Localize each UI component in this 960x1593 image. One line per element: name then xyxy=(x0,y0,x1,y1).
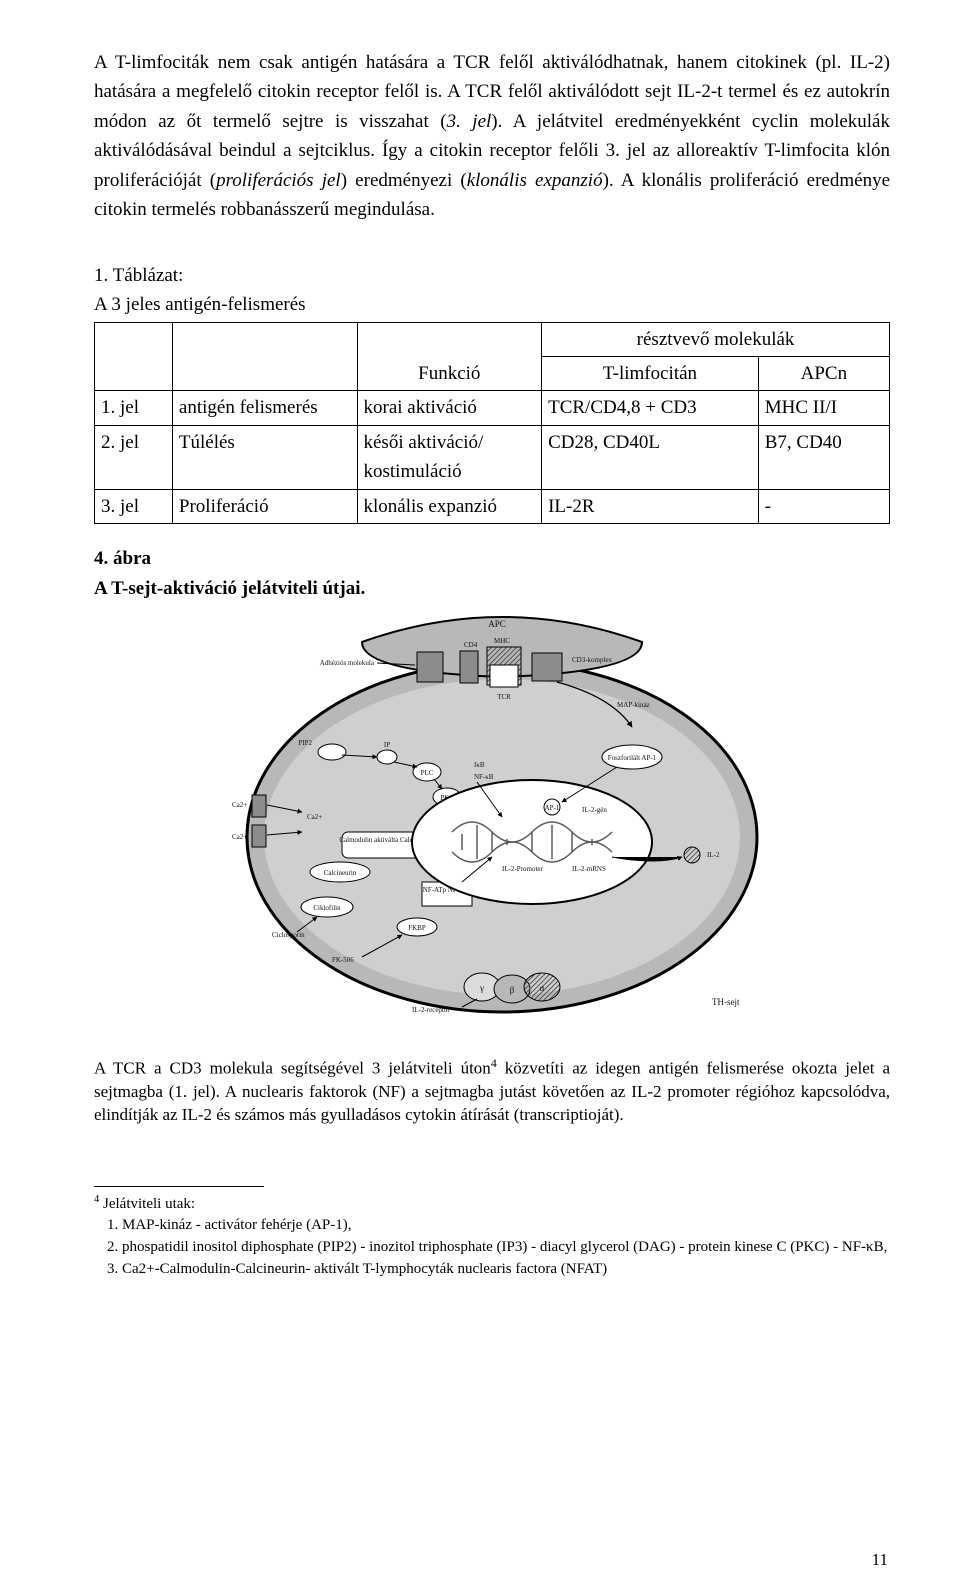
cell: 2. jel xyxy=(95,425,173,489)
adh-block-icon xyxy=(417,652,443,682)
plc-label: PLC xyxy=(421,769,434,777)
fkbp-label: FKBP xyxy=(408,924,426,932)
cell-diagram-svg: APC Adhéziós molekula CD4 MHC TCR CD3-ko… xyxy=(212,607,772,1027)
nfkb-label: NF-κB xyxy=(474,773,494,781)
ap1-label: AP-1 xyxy=(545,804,560,812)
tcr-label: TCR xyxy=(497,693,511,701)
cell: Proliferáció xyxy=(172,489,357,523)
cap-t1: A TCR a CD3 molekula segítségével 3 jelá… xyxy=(94,1059,491,1078)
table-title-line1: 1. Táblázat: xyxy=(94,265,183,286)
cell-diagram: APC Adhéziós molekula CD4 MHC TCR CD3-ko… xyxy=(212,607,772,1027)
p1-jel: 3. jel xyxy=(447,111,492,132)
th-label: TH-sejt xyxy=(712,997,740,1007)
tcr-block-icon xyxy=(490,665,518,687)
il2prom-label: IL-2-Promoter xyxy=(502,865,543,873)
figure-heading: 4. ábra A T-sejt-aktiváció jelátviteli ú… xyxy=(94,544,890,603)
adh-label: Adhéziós molekula xyxy=(320,659,375,667)
cell: 3. jel xyxy=(95,489,173,523)
footnote-list: MAP-kináz - activátor fehérje (AP-1), ph… xyxy=(122,1215,890,1280)
il2-label: IL-2 xyxy=(707,851,720,859)
col-tlimf: T-limfocitán xyxy=(542,356,759,390)
table-row: 3. jel Proliferáció klonális expanzió IL… xyxy=(95,489,890,523)
cell: Túlélés xyxy=(172,425,357,489)
cell: CD28, CD40L xyxy=(542,425,759,489)
greek-g: γ xyxy=(479,983,484,993)
ap1p-label: Foszforilált AP-1 xyxy=(608,754,657,762)
pip2-label: PIP2 xyxy=(298,739,312,747)
ciklo-label: Ciklofilin xyxy=(313,904,341,912)
map-label: MAP-kináz xyxy=(617,701,650,709)
ikb-label: IκB xyxy=(474,761,485,769)
cell: IL-2R xyxy=(542,489,759,523)
greek-b: β xyxy=(510,985,515,995)
cell: - xyxy=(758,489,889,523)
table-title: 1. Táblázat: A 3 jeles antigén-felismeré… xyxy=(94,261,890,320)
il2rec-label: IL-2-receptor xyxy=(412,1006,450,1014)
footnote-item: Ca2+-Calmodulin-Calcineurin- aktivált T-… xyxy=(122,1259,890,1279)
cd3-block-icon xyxy=(532,653,562,681)
footnote-lead: 4 Jelátviteli utak: xyxy=(94,1193,890,1214)
table-row: 1. jel antigén felismerés korai aktiváci… xyxy=(95,391,890,425)
mhc-label: MHC xyxy=(494,637,510,645)
cell: antigén felismerés xyxy=(172,391,357,425)
cell: TCR/CD4,8 + CD3 xyxy=(542,391,759,425)
cspa-label: Ciclosporin xyxy=(272,931,305,939)
cd4-label: CD4 xyxy=(464,641,478,649)
ca-in-label: Ca2+ xyxy=(307,813,322,821)
cd4-block-icon xyxy=(460,651,478,683)
body-paragraph-1: A T-limfociták nem csak antigén hatására… xyxy=(94,48,890,225)
cell: késői aktiváció/ kostimuláció xyxy=(357,425,542,489)
footnote-rule xyxy=(94,1186,264,1187)
ip3-label: IP xyxy=(384,741,390,749)
pip2-icon xyxy=(318,744,346,760)
cell: B7, CD40 xyxy=(758,425,889,489)
col-funkcio: Funkció xyxy=(357,322,542,391)
cd3-label: CD3-komplex xyxy=(572,656,613,664)
table-title-line2: A 3 jeles antigén-felismerés xyxy=(94,294,306,315)
p1-ital1: proliferációs jel xyxy=(216,170,341,191)
fk506-label: FK-506 xyxy=(332,956,354,964)
table-row: 2. jel Túlélés késői aktiváció/ kostimul… xyxy=(95,425,890,489)
ca-out-label2: Ca2+ xyxy=(232,833,247,841)
col-group: résztvevő molekulák xyxy=(542,322,890,356)
calcin-label: Calcineurin xyxy=(324,869,357,877)
signal-table: Funkció résztvevő molekulák T-limfocitán… xyxy=(94,322,890,525)
footnote-item: MAP-kináz - activátor fehérje (AP-1), xyxy=(122,1215,890,1235)
page-number: 11 xyxy=(872,1547,888,1573)
ca-out-label: Ca2+ xyxy=(232,801,247,809)
p1-part3: ) eredményezi ( xyxy=(341,170,467,191)
greek-a: α xyxy=(540,983,545,993)
figure-caption: A TCR a CD3 molekula segítségével 3 jelá… xyxy=(94,1055,890,1126)
footnote-lead-text: Jelátviteli utak: xyxy=(99,1196,195,1212)
cell: klonális expanzió xyxy=(357,489,542,523)
cell: MHC II/I xyxy=(758,391,889,425)
cell: korai aktiváció xyxy=(357,391,542,425)
figure-title: A T-sejt-aktiváció jelátviteli útjai. xyxy=(94,578,365,599)
apc-label: APC xyxy=(488,619,506,629)
il2mrns-label: IL-2-mRNS xyxy=(572,865,606,873)
figure-num: 4. ábra xyxy=(94,548,151,569)
footnote-item: phospatidil inositol diphosphate (PIP2) … xyxy=(122,1237,890,1257)
il2-receptor-icon: γ β α xyxy=(464,973,560,1003)
col-apcn: APCn xyxy=(758,356,889,390)
p1-ital2: klonális expanzió xyxy=(467,170,603,191)
il2gene-label: IL-2-gén xyxy=(582,806,607,814)
cell: 1. jel xyxy=(95,391,173,425)
